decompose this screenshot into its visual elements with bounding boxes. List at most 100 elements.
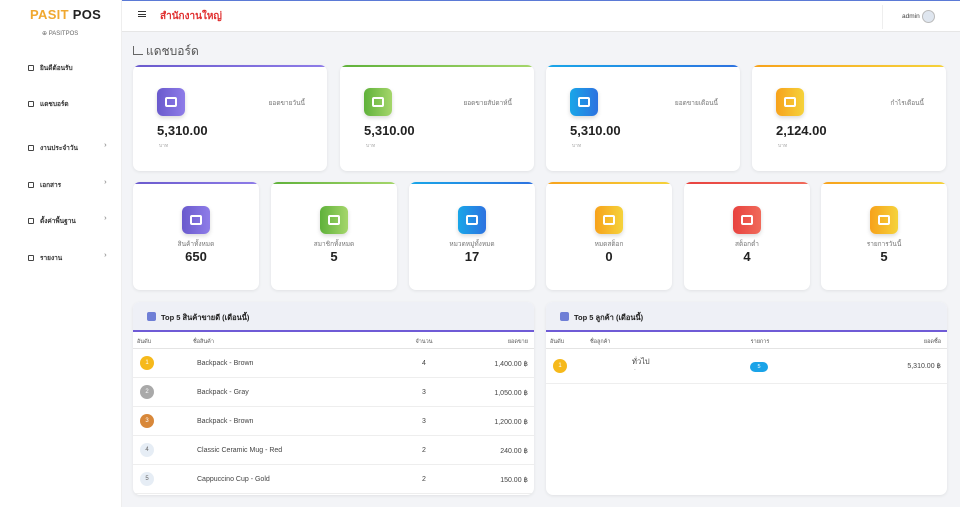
product-name: Cappuccino Cup - Gold [197, 476, 270, 483]
column-header: อันดับ [137, 339, 152, 345]
nav-icon [28, 255, 34, 261]
menu-toggle[interactable] [138, 11, 146, 17]
column-header: อันดับ [550, 339, 565, 345]
nav-icon [28, 65, 34, 71]
topbar: สำนักงานใหญ่ admin [122, 0, 960, 32]
nav-item[interactable]: แดชบอร์ด [0, 96, 121, 112]
card-label: สต็อกต่ำ [735, 241, 759, 248]
quantity: 2 [422, 447, 426, 454]
purchase-total: 5,310.00 ฿ [907, 363, 941, 370]
brand-a: PASIT [30, 7, 69, 22]
stat-card: รายการวันนี้ 5 [821, 182, 947, 290]
card-label: หมดสต็อก [594, 241, 624, 248]
card-icon [776, 88, 804, 116]
sidebar: PASIT POS ⊕ PASITPOS ยินดีต้อนรับแดชบอร์… [0, 0, 122, 507]
stat-card: หมดสต็อก 0 [546, 182, 672, 290]
nav-label: แดชบอร์ด [40, 101, 69, 108]
table-row: 3 Backpack - Brown 3 1,200.00 ฿ [133, 407, 534, 436]
card-value: 17 [464, 249, 480, 264]
rank-badge: 5 [140, 472, 154, 486]
product-name: Backpack - Brown [197, 418, 254, 425]
stat-card: สมาชิกทั้งหมด 5 [271, 182, 397, 290]
card-accent [546, 182, 672, 184]
table-row: 5 Cappuccino Cup - Gold 2 150.00 ฿ [133, 465, 534, 494]
card-value: 650 [185, 249, 207, 264]
quantity: 4 [422, 360, 426, 367]
card-accent [133, 65, 327, 67]
table-header: Top 5 สินค้าขายดี (เดือนนี้) [133, 302, 534, 332]
table-title: Top 5 ลูกค้า (เดือนนี้) [574, 313, 644, 322]
nav-item[interactable]: ยินดีต้อนรับ [0, 60, 121, 76]
card-value: 5,310.00 [364, 123, 415, 138]
card-unit: บาท [159, 143, 169, 149]
card-label: ยอดขายสัปดาห์นี้ [463, 100, 512, 107]
card-label: หมวดหมู่ทั้งหมด [449, 241, 495, 248]
card-label: ยอดขายวันนี้ [268, 100, 305, 107]
card-accent [271, 182, 397, 184]
brand-sub-text: PASITPOS [48, 31, 79, 37]
quantity: 2 [422, 476, 426, 483]
card-label: รายการวันนี้ [866, 241, 902, 248]
sales: 150.00 ฿ [500, 477, 528, 484]
brand[interactable]: PASIT POS [30, 7, 101, 22]
username[interactable]: admin [902, 13, 920, 20]
brand-b: POS [72, 7, 102, 22]
rank-badge: 2 [140, 385, 154, 399]
card-accent [133, 182, 259, 184]
rank-badge: 3 [140, 414, 154, 428]
nav-chevron: ›› [104, 179, 106, 186]
summary-card: กำไรเดือนนี้ 2,124.00 บาท [752, 65, 946, 171]
card-label: สินค้าทั้งหมด [177, 241, 215, 248]
stat-card: สต็อกต่ำ 4 [684, 182, 810, 290]
card-value: 5,310.00 [157, 123, 208, 138]
card-unit: บาท [778, 143, 788, 149]
rank-badge: 1 [553, 359, 567, 373]
nav-icon [28, 145, 34, 151]
nav-label: เอกสาร [40, 182, 62, 189]
stat-card: สินค้าทั้งหมด 650 [133, 182, 259, 290]
nav-item[interactable]: เอกสาร ›› [0, 177, 121, 193]
table-row: 1 Backpack - Brown 4 1,400.00 ฿ [133, 349, 534, 378]
page-title-text: แดชบอร์ด [146, 44, 199, 58]
nav-item[interactable]: งานประจำวัน ›› [0, 140, 121, 156]
card-accent [684, 182, 810, 184]
card-value: 4 [743, 249, 751, 264]
card-accent [409, 182, 535, 184]
card-label: ยอดขายเดือนนี้ [674, 100, 718, 107]
column-header: ยอดซื้อ [923, 339, 941, 345]
card-icon [320, 206, 348, 234]
customer-sub: - [634, 367, 636, 373]
quantity: 3 [422, 389, 426, 396]
table-title: Top 5 สินค้าขายดี (เดือนนี้) [161, 313, 250, 322]
column-header: จำนวน [415, 339, 433, 345]
nav-item[interactable]: ตั้งค่าพื้นฐาน ›› [0, 213, 121, 229]
card-unit: บาท [366, 143, 376, 149]
quantity: 3 [422, 418, 426, 425]
card-icon [595, 206, 623, 234]
header-rule [546, 348, 947, 349]
card-unit: บาท [572, 143, 582, 149]
rank-badge: 4 [140, 443, 154, 457]
nav-item[interactable]: รายงาน ›› [0, 250, 121, 266]
brand-sub: ⊕ PASITPOS [42, 31, 79, 37]
table-row: 2 Backpack - Gray 3 1,050.00 ฿ [133, 378, 534, 407]
card-icon [182, 206, 210, 234]
card-icon [458, 206, 486, 234]
column-header: ชื่อลูกค้า [590, 339, 611, 345]
stat-card: หมวดหมู่ทั้งหมด 17 [409, 182, 535, 290]
table-header: Top 5 ลูกค้า (เดือนนี้) [546, 302, 947, 332]
card-value: 2,124.00 [776, 123, 827, 138]
nav-label: ยินดีต้อนรับ [40, 65, 73, 72]
summary-card: ยอดขายสัปดาห์นี้ 5,310.00 บาท [340, 65, 534, 171]
avatar[interactable] [922, 10, 935, 23]
summary-card: ยอดขายเดือนนี้ 5,310.00 บาท [546, 65, 740, 171]
card-label: สมาชิกทั้งหมด [313, 241, 355, 248]
nav-icon [28, 101, 34, 107]
branch[interactable]: สำนักงานใหญ่ [160, 11, 222, 22]
card-accent [821, 182, 947, 184]
nav-label: ตั้งค่าพื้นฐาน [40, 218, 76, 225]
card-value: 5,310.00 [570, 123, 621, 138]
header-rule [133, 348, 534, 349]
table-card: Top 5 สินค้าขายดี (เดือนนี้) อันดับ ชื่อสิ… [133, 302, 534, 495]
